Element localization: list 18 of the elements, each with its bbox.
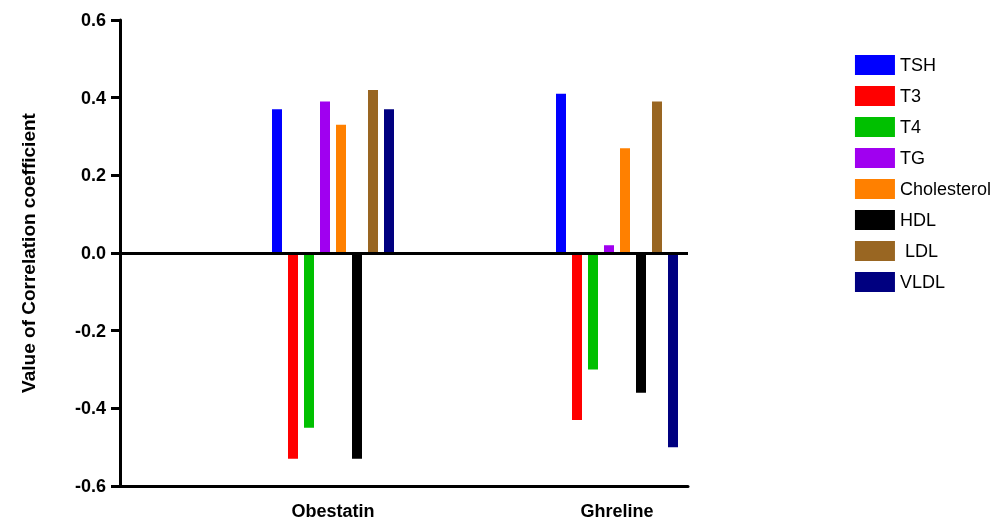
legend-label: TG bbox=[899, 148, 925, 168]
legend-label: LDL bbox=[899, 241, 938, 261]
legend-label: VLDL bbox=[899, 272, 945, 292]
x-tick-label: Ghreline bbox=[580, 501, 654, 521]
x-tick-label: Obestatin bbox=[291, 501, 375, 521]
y-tick-label: -0.6 bbox=[74, 476, 106, 496]
y-tick-label: -0.2 bbox=[74, 320, 106, 341]
y-tick-label: 0.6 bbox=[80, 10, 106, 30]
legend-label: HDL bbox=[899, 210, 936, 230]
y-tick-label: 0.0 bbox=[80, 243, 106, 263]
legend-label: T4 bbox=[899, 117, 921, 137]
legend-label: Cholesterol bbox=[899, 179, 991, 199]
legend-label: T3 bbox=[899, 86, 921, 106]
y-tick-label: 0.2 bbox=[80, 165, 106, 186]
y-tick-label: -0.4 bbox=[74, 398, 106, 419]
legend-label: TSH bbox=[899, 55, 936, 75]
y-axis-title: Value of Correlation coefficient bbox=[18, 112, 39, 393]
y-tick-label: 0.4 bbox=[80, 87, 106, 108]
